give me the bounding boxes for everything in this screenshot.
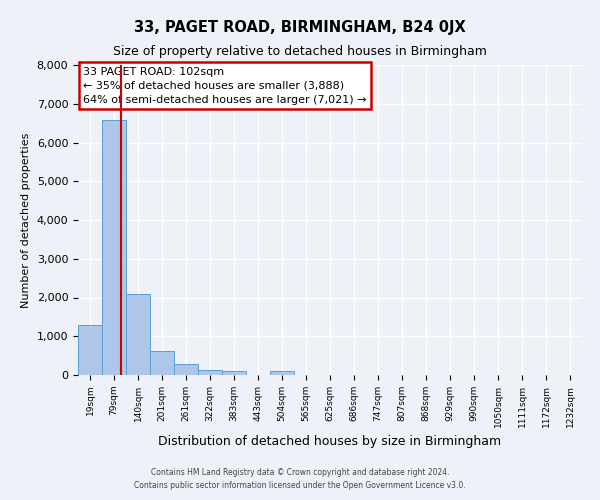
Bar [270,371,294,375]
Bar [222,371,246,375]
Bar [174,364,198,375]
Text: 33 PAGET ROAD: 102sqm
← 35% of detached houses are smaller (3,888)
64% of semi-d: 33 PAGET ROAD: 102sqm ← 35% of detached … [83,66,367,104]
Bar [102,120,126,375]
Text: Size of property relative to detached houses in Birmingham: Size of property relative to detached ho… [113,45,487,58]
Bar [198,370,222,375]
Text: 33, PAGET ROAD, BIRMINGHAM, B24 0JX: 33, PAGET ROAD, BIRMINGHAM, B24 0JX [134,20,466,35]
Bar [78,324,102,375]
Text: Contains HM Land Registry data © Crown copyright and database right 2024.
Contai: Contains HM Land Registry data © Crown c… [134,468,466,490]
Bar [150,351,174,375]
Y-axis label: Number of detached properties: Number of detached properties [21,132,31,308]
X-axis label: Distribution of detached houses by size in Birmingham: Distribution of detached houses by size … [158,435,502,448]
Bar [126,294,150,375]
